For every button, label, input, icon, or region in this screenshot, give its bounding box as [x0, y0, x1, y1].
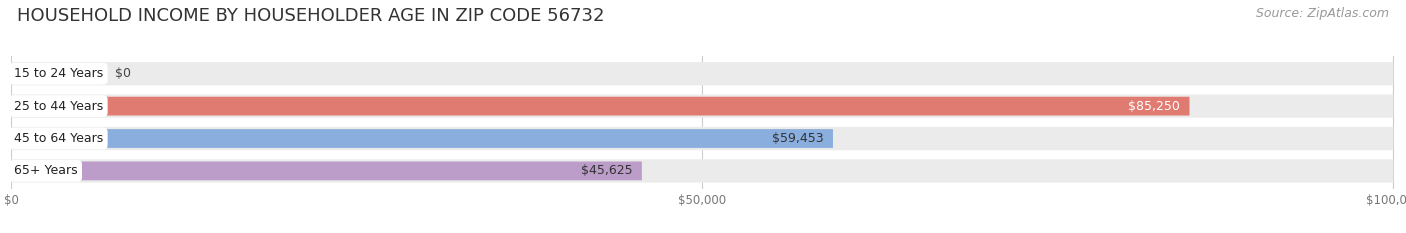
Text: Source: ZipAtlas.com: Source: ZipAtlas.com — [1256, 7, 1389, 20]
Text: $0: $0 — [115, 67, 131, 80]
Text: 15 to 24 Years: 15 to 24 Years — [14, 67, 103, 80]
FancyBboxPatch shape — [11, 161, 643, 180]
Text: 45 to 64 Years: 45 to 64 Years — [14, 132, 103, 145]
Text: $85,250: $85,250 — [1128, 100, 1180, 113]
FancyBboxPatch shape — [11, 97, 1189, 116]
FancyBboxPatch shape — [11, 62, 1393, 86]
Text: 25 to 44 Years: 25 to 44 Years — [14, 100, 103, 113]
FancyBboxPatch shape — [11, 129, 832, 148]
FancyBboxPatch shape — [11, 127, 1393, 150]
FancyBboxPatch shape — [11, 159, 1393, 183]
FancyBboxPatch shape — [11, 64, 59, 83]
FancyBboxPatch shape — [11, 94, 1393, 118]
Text: HOUSEHOLD INCOME BY HOUSEHOLDER AGE IN ZIP CODE 56732: HOUSEHOLD INCOME BY HOUSEHOLDER AGE IN Z… — [17, 7, 605, 25]
Text: $59,453: $59,453 — [772, 132, 824, 145]
Text: $45,625: $45,625 — [581, 164, 633, 177]
Text: 65+ Years: 65+ Years — [14, 164, 77, 177]
